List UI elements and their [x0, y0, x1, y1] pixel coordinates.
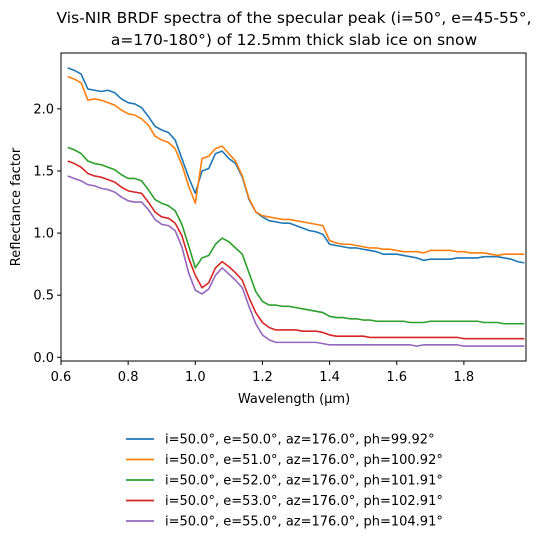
series-line-2	[67, 75, 525, 257]
x-tick-label: 1.2	[252, 370, 273, 385]
series-line-1	[67, 67, 525, 264]
y-tick-label: 2.0	[33, 102, 54, 117]
y-tick-label: 1.0	[33, 227, 54, 242]
series-line-4	[67, 160, 525, 340]
y-tick-label: 0.0	[33, 351, 54, 366]
y-axis-label: Reflectance factor	[9, 147, 24, 266]
x-tick-label: 1.0	[185, 370, 206, 385]
legend: i=50.0°, e=50.0°, az=176.0°, ph=99.92° i=…	[126, 433, 443, 530]
x-tick-label: 0.8	[118, 370, 139, 385]
legend-label-5: i=50.0°, e=55.0°, az=176.0°, ph=104.91°	[165, 515, 443, 530]
legend-label-3: i=50.0°, e=52.0°, az=176.0°, ph=101.91°	[165, 474, 443, 489]
legend-label-1: i=50.0°, e=50.0°, az=176.0°, ph=99.92°	[165, 433, 435, 448]
series-line-3	[67, 146, 525, 325]
chart-title-line-2: a=170-180°) of 12.5mm thick slab ice on …	[111, 31, 478, 49]
legend-label-2: i=50.0°, e=51.0°, az=176.0°, ph=100.92°	[165, 453, 443, 468]
series-line-5	[67, 175, 525, 347]
y-axis-ticks: 0.0 0.5 1.0 1.5 2.0	[33, 102, 61, 366]
x-tick-label: 1.4	[319, 370, 340, 385]
y-tick-label: 0.5	[33, 289, 54, 304]
plot-area-frame	[60, 52, 527, 362]
chart-title-line-1: Vis-NIR BRDF spectra of the specular pea…	[57, 9, 532, 27]
x-tick-label: 1.6	[386, 370, 407, 385]
series-lines	[67, 67, 525, 347]
x-tick-label: 1.8	[454, 370, 475, 385]
x-axis-label: Wavelength (μm)	[238, 392, 350, 407]
legend-label-4: i=50.0°, e=53.0°, az=176.0°, ph=102.91°	[165, 494, 443, 509]
x-axis-ticks: 0.6 0.8 1.0 1.2 1.4 1.6 1.8	[51, 361, 475, 385]
x-tick-label: 0.6	[51, 370, 72, 385]
y-tick-label: 1.5	[33, 164, 54, 179]
